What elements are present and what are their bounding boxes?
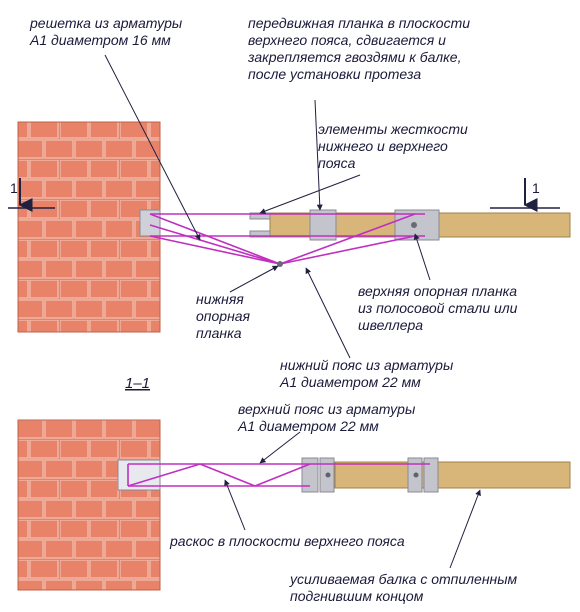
svg-text:1: 1 (532, 180, 540, 196)
svg-text:усиливаемая балка с отпиленным: усиливаемая балка с отпиленнымподгнившим… (289, 571, 518, 604)
svg-text:1: 1 (10, 180, 18, 196)
svg-text:элементы жесткостинижнего и ве: элементы жесткостинижнего и верхнегопояс… (318, 121, 468, 171)
pin-1 (326, 473, 331, 478)
section-view (18, 420, 570, 590)
label-l2: передвижная планка в плоскостиверхнего п… (247, 15, 470, 210)
label-l5: нижняяопорнаяпланка (196, 266, 278, 341)
wall-section (18, 420, 160, 590)
label-l7: верхний пояс из арматурыА1 диаметром 22 … (237, 401, 416, 463)
label-l3: элементы жесткостинижнего и верхнегопояс… (260, 121, 468, 213)
svg-text:верхний пояс из арматурыА1 диа: верхний пояс из арматурыА1 диаметром 22 … (237, 401, 416, 434)
svg-text:решетка из арматурыА1 диаметро: решетка из арматурыА1 диаметром 16 мм (29, 15, 183, 48)
svg-text:верхняя опорная планкаиз полос: верхняя опорная планкаиз полосовой стали… (358, 283, 518, 333)
svg-text:передвижная планка в плоскости: передвижная планка в плоскостиверхнего п… (247, 15, 470, 82)
pin-2 (414, 473, 419, 478)
label-l8: раскос в плоскости верхнего пояса (169, 480, 405, 549)
band-4 (424, 458, 438, 492)
label-l4: верхняя опорная планкаиз полосовой стали… (358, 234, 518, 333)
beam-section (335, 462, 570, 488)
svg-text:раскос в плоскости верхнего по: раскос в плоскости верхнего пояса (169, 533, 405, 549)
section-marker-right: 1 (490, 178, 560, 208)
svg-text:нижний пояс из арматурыА1 диам: нижний пояс из арматурыА1 диаметром 22 м… (279, 357, 454, 390)
wall-top (18, 122, 160, 332)
band-1 (302, 458, 318, 492)
rivet (411, 222, 417, 228)
svg-text:нижняяопорнаяпланка: нижняяопорнаяпланка (196, 291, 251, 341)
section-title: 1–1 (125, 375, 150, 392)
